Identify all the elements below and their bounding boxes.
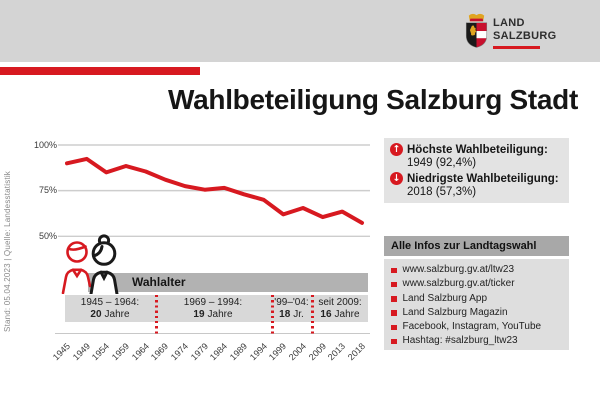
age-value: 19 — [193, 308, 205, 320]
highlight-box: ↑ Höchste Wahlbeteiligung: 1949 (92,4%) … — [384, 138, 569, 203]
x-axis-label: 2018 — [345, 341, 368, 363]
x-axis-label: 1969 — [149, 341, 171, 363]
info-item: Land Salzburg Magazin — [391, 307, 565, 321]
wahlalter-cell-2: 1969 – 1994: 19 Jahre — [155, 295, 271, 322]
wahlalter-cell-1: 1945 – 1964: 20 Jahre — [65, 295, 155, 322]
wahlalter-header: Wahlalter — [88, 273, 368, 292]
x-axis-label: 2009 — [306, 341, 328, 363]
x-axis-label: 1989 — [227, 341, 250, 363]
dotted-divider-1969 — [155, 295, 158, 336]
source-note: Stand: 05.04.2023 | Quelle: Landesstatis… — [3, 170, 12, 332]
wahlalter-table: 1945 – 1964: 20 Jahre 1969 – 1994: 19 Jahr… — [65, 295, 368, 322]
info-item: www.salzburg.gv.at/ltw23 — [391, 264, 565, 278]
highest-turnout-value: 1949 (92,4%) — [407, 157, 477, 169]
lowest-turnout-label: Niedrigste Wahlbeteiligung: — [407, 172, 559, 185]
x-axis-label: 1984 — [208, 341, 230, 363]
age-unit: Jahre — [334, 308, 360, 320]
logo-line1: LAND — [493, 17, 525, 29]
y-axis-label-75: 75% — [38, 185, 57, 196]
logo-text: LAND SALZBURG — [493, 12, 557, 49]
x-axis-label: 1959 — [109, 341, 132, 363]
age-unit: Jr. — [293, 308, 304, 320]
info-item-label: Facebook, Instagram, YouTube — [402, 321, 542, 333]
male-voter-icon — [61, 241, 92, 294]
square-bullet-icon — [391, 296, 397, 302]
x-axis-label: 1954 — [90, 341, 112, 363]
turnout-chart-svg — [58, 144, 370, 237]
square-bullet-icon — [391, 324, 397, 331]
land-salzburg-logo: LAND SALZBURG — [465, 12, 557, 49]
turnout-line — [65, 156, 364, 225]
square-bullet-icon — [391, 310, 397, 316]
logo-line2: SALZBURG — [493, 29, 557, 42]
square-bullet-icon — [391, 338, 397, 345]
period-label: '99–'04: — [274, 297, 309, 308]
age-value: 16 — [320, 308, 332, 320]
square-bullet-icon — [391, 281, 397, 288]
info-item: Land Salzburg App — [391, 293, 565, 307]
lowest-turnout-value: 2018 (57,3%) — [407, 186, 477, 198]
x-axis-label: 1999 — [267, 341, 289, 363]
x-axis-label: 2004 — [286, 341, 309, 363]
age-unit: Jahre — [104, 308, 130, 320]
highest-turnout-label: Höchste Wahlbeteiligung: — [407, 143, 548, 156]
salzburg-crest-icon — [465, 13, 488, 48]
table-baseline — [55, 333, 370, 335]
y-axis-label-50: 50% — [38, 230, 57, 241]
arrow-down-icon: ↓ — [390, 172, 403, 185]
dotted-divider-2009 — [310, 295, 314, 336]
red-accent-bar — [0, 67, 200, 75]
page-title: Wahlbeteiligung Salzburg Stadt — [168, 84, 578, 115]
logo-red-underline — [493, 46, 540, 49]
x-axis-label: 1949 — [70, 341, 92, 363]
square-bullet-icon — [391, 267, 397, 273]
age-value: 20 — [90, 308, 102, 320]
voters-icon — [61, 234, 119, 294]
period-label: seit 2009: — [318, 297, 362, 308]
info-item: Hashtag: #salzburg_ltw23 — [391, 335, 565, 349]
header-band — [0, 0, 600, 62]
info-item-label: Land Salzburg Magazin — [402, 306, 508, 318]
wahlalter-cell-4: seit 2009: 16 Jahre — [312, 295, 368, 322]
infos-list: www.salzburg.gv.at/ltw23 www.salzburg.gv… — [384, 259, 569, 350]
x-axis-label: 1964 — [129, 341, 151, 363]
arrow-up-icon: ↑ — [390, 143, 403, 156]
x-axis-label: 1945 — [50, 341, 73, 363]
x-axis-label: 1974 — [168, 341, 191, 363]
info-item: www.salzburg.gv.at/ticker — [391, 278, 565, 292]
info-item-label: Hashtag: #salzburg_ltw23 — [402, 335, 518, 347]
x-axis-label: 1979 — [188, 341, 210, 363]
age-unit: Jahre — [207, 308, 233, 320]
age-value: 18 — [279, 308, 291, 320]
period-label: 1969 – 1994: — [183, 297, 243, 308]
wahlalter-cell-3: '99–'04: 18 Jr. — [271, 295, 312, 322]
infos-header: Alle Infos zur Landtagswahl — [384, 236, 569, 256]
female-voter-icon — [89, 234, 119, 294]
x-axis-label: 2013 — [326, 341, 348, 363]
y-axis-label-100: 100% — [33, 139, 57, 150]
x-axis-label: 1994 — [247, 341, 269, 363]
period-label: 1945 – 1964: — [80, 297, 140, 308]
dotted-divider-1999 — [271, 295, 274, 336]
info-item-label: www.salzburg.gv.at/ticker — [402, 278, 515, 290]
info-item-label: Land Salzburg App — [402, 292, 488, 304]
info-item-label: www.salzburg.gv.at/ltw23 — [402, 264, 515, 275]
info-item: Facebook, Instagram, YouTube — [391, 321, 565, 335]
